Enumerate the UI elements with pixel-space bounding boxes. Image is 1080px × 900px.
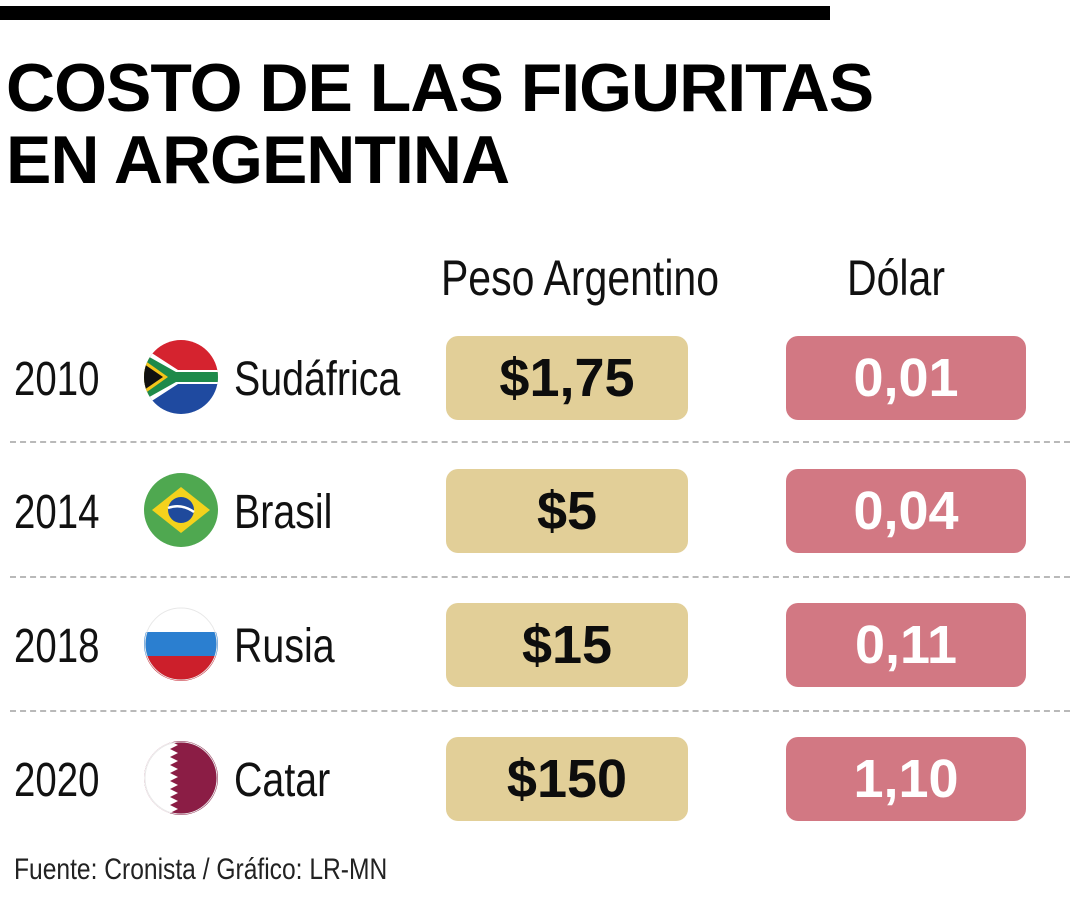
column-header-dolar: Dólar <box>847 250 945 306</box>
row-country: Brasil <box>234 486 333 539</box>
row-country: Sudáfrica <box>234 353 401 406</box>
peso-value-box: $1,75 <box>446 336 688 420</box>
russia-flag-icon <box>144 607 218 681</box>
qatar-flag-icon <box>144 741 218 815</box>
row-year: 2010 <box>14 353 100 406</box>
peso-value: $150 <box>506 749 628 809</box>
row-country: Catar <box>234 754 331 807</box>
dolar-value-box: 1,10 <box>786 737 1026 821</box>
peso-value: $15 <box>521 615 613 675</box>
dolar-value-box: 0,04 <box>786 469 1026 553</box>
dolar-value: 0,04 <box>853 481 959 541</box>
dolar-value-box: 0,01 <box>786 336 1026 420</box>
peso-value-box: $15 <box>446 603 688 687</box>
column-header-peso: Peso Argentino <box>440 250 720 306</box>
south-africa-flag-icon <box>144 340 218 414</box>
table-row: 2014 Brasil $5 0,04 <box>0 463 1080 563</box>
chart-title: COSTO DE LAS FIGURITAS EN ARGENTINA <box>6 50 874 198</box>
row-year: 2018 <box>14 620 100 673</box>
row-year: 2020 <box>14 754 100 807</box>
peso-value-box: $150 <box>446 737 688 821</box>
row-divider <box>10 710 1070 712</box>
row-divider <box>10 441 1070 443</box>
dolar-value-box: 0,11 <box>786 603 1026 687</box>
peso-value: $5 <box>536 481 598 541</box>
dolar-value: 1,10 <box>853 749 959 809</box>
table-row: 2010 Sudáfrica $1,75 0,01 <box>0 330 1080 430</box>
top-rule <box>0 6 830 20</box>
peso-value: $1,75 <box>499 348 635 408</box>
row-year: 2014 <box>14 486 100 539</box>
table-row: 2018 Rusia $15 0,11 <box>0 597 1080 697</box>
dolar-value: 0,01 <box>853 348 959 408</box>
dolar-value: 0,11 <box>854 615 958 675</box>
brazil-flag-icon <box>144 473 218 547</box>
row-country: Rusia <box>234 620 335 673</box>
source-note: Fuente: Cronista / Gráfico: LR-MN <box>14 853 388 886</box>
table-row: 2020 Catar $150 1,10 <box>0 731 1080 831</box>
peso-value-box: $5 <box>446 469 688 553</box>
row-divider <box>10 576 1070 578</box>
